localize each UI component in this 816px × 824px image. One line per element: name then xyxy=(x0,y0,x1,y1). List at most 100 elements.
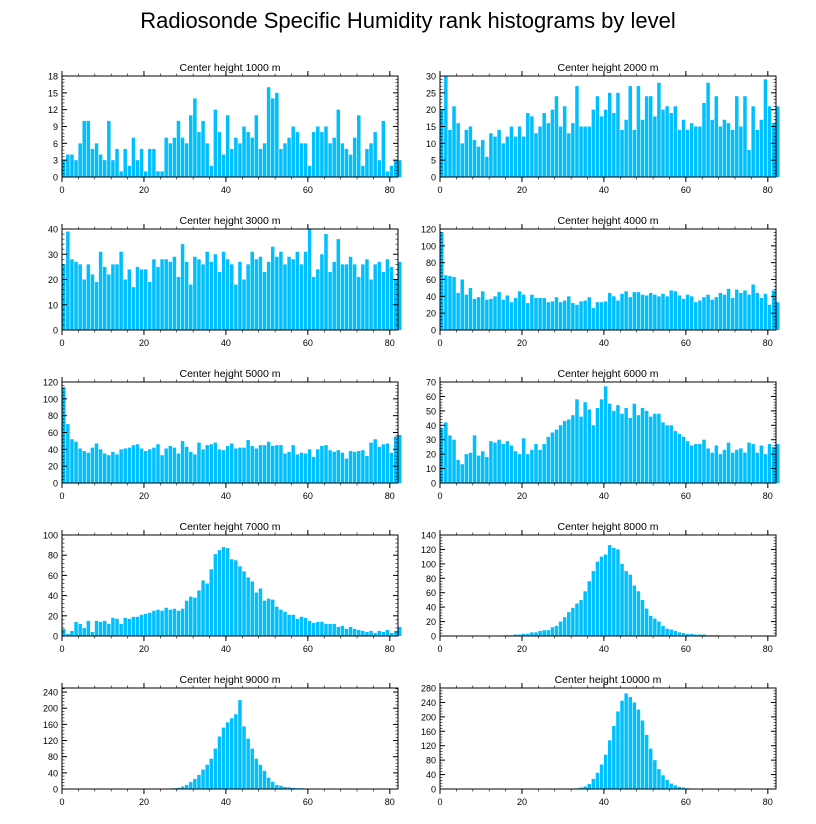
bar xyxy=(389,266,394,330)
bar xyxy=(558,126,563,177)
bar xyxy=(579,599,583,636)
bar xyxy=(148,282,152,330)
y-tick-label: 15 xyxy=(48,88,58,98)
y-tick-label: 120 xyxy=(421,741,436,751)
bar xyxy=(505,295,510,330)
bar xyxy=(702,634,706,636)
bar xyxy=(612,296,616,330)
bar xyxy=(599,116,604,177)
x-tick-label: 0 xyxy=(59,644,64,654)
bar xyxy=(242,126,246,177)
bar xyxy=(648,615,653,636)
bar xyxy=(722,119,727,177)
bar xyxy=(624,291,628,330)
bar xyxy=(115,148,119,177)
bar xyxy=(320,621,324,636)
bar xyxy=(164,137,168,177)
x-tick-label: 80 xyxy=(385,338,395,348)
y-tick-label: 0 xyxy=(431,326,436,336)
y-tick-label: 50 xyxy=(426,406,436,416)
bar xyxy=(718,292,723,330)
bar xyxy=(168,609,173,636)
bar xyxy=(456,123,460,177)
bar xyxy=(193,778,197,789)
bar xyxy=(587,297,592,330)
y-tick-label: 20 xyxy=(48,275,58,285)
bar xyxy=(299,264,304,330)
bar xyxy=(685,633,690,636)
bar xyxy=(66,633,70,636)
bar xyxy=(735,289,739,330)
bar xyxy=(316,449,320,483)
bar xyxy=(636,415,641,483)
bar xyxy=(628,418,632,483)
bar xyxy=(189,782,193,789)
bar xyxy=(357,629,361,636)
bar xyxy=(480,139,485,177)
bar xyxy=(90,274,95,330)
bar xyxy=(689,296,694,330)
bar xyxy=(348,451,353,483)
bar xyxy=(209,758,214,789)
bar xyxy=(558,425,563,483)
bar xyxy=(275,256,279,330)
bar xyxy=(587,409,592,483)
y-tick-label: 10 xyxy=(48,300,58,310)
bar xyxy=(266,261,271,330)
bar xyxy=(698,444,702,483)
bar xyxy=(369,279,373,330)
bar xyxy=(164,448,168,483)
bar xyxy=(246,440,250,483)
plot-frame xyxy=(61,687,399,790)
bar xyxy=(706,294,710,330)
bar xyxy=(677,632,682,636)
bar xyxy=(205,445,209,483)
bar xyxy=(385,443,390,483)
bar xyxy=(710,299,714,330)
bar xyxy=(702,297,706,330)
x-tick-label: 80 xyxy=(763,644,773,654)
bar xyxy=(123,617,127,636)
bar xyxy=(365,631,369,636)
bar xyxy=(62,628,66,636)
bar xyxy=(464,294,469,330)
x-tick-label: 40 xyxy=(221,338,231,348)
y-tick-label: 6 xyxy=(53,139,58,149)
bar xyxy=(673,106,678,177)
bar xyxy=(156,266,160,330)
bar xyxy=(583,300,587,330)
bar xyxy=(328,623,332,636)
bar xyxy=(567,419,571,483)
y-tick-label: 120 xyxy=(421,545,436,555)
panel-title: Center height 5000 m xyxy=(180,368,281,380)
bar xyxy=(381,444,386,483)
bar xyxy=(344,458,349,483)
bar xyxy=(221,547,226,636)
bar xyxy=(160,455,164,483)
bar xyxy=(135,444,140,483)
bar xyxy=(279,785,283,789)
bar xyxy=(230,718,234,789)
bar xyxy=(258,256,263,330)
bar xyxy=(303,617,308,636)
bar xyxy=(119,171,123,177)
bar xyxy=(303,251,308,330)
bar xyxy=(763,293,768,330)
bar xyxy=(107,120,111,177)
panel-title: Center height 3000 m xyxy=(180,215,281,227)
bar xyxy=(291,126,295,177)
bar xyxy=(197,774,201,789)
y-tick-label: 0 xyxy=(431,173,436,183)
y-tick-label: 80 xyxy=(48,752,58,762)
bar xyxy=(82,627,86,636)
bar xyxy=(307,229,312,330)
bar xyxy=(661,625,665,636)
bar xyxy=(287,256,291,330)
bar xyxy=(123,448,127,483)
bar xyxy=(332,451,336,483)
bar xyxy=(513,298,518,330)
bar xyxy=(316,269,320,330)
bar xyxy=(571,303,575,330)
bar xyxy=(669,425,673,483)
bar xyxy=(74,261,78,330)
